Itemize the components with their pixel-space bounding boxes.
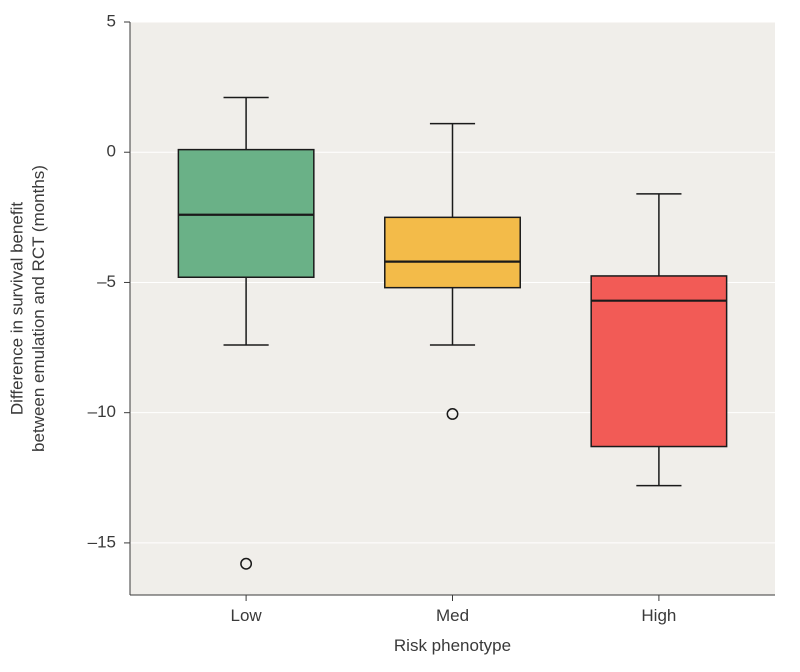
chart-svg: 5 0 –5 –10 –15 Low Med High Risk phenotype Differ…	[0, 0, 800, 672]
box-low	[178, 150, 313, 278]
box-med	[385, 217, 520, 287]
x-tick-label: Med	[436, 606, 469, 625]
x-tick-label: High	[641, 606, 676, 625]
y-tick-label: 0	[107, 142, 116, 161]
y-tick-label: –5	[97, 272, 116, 291]
y-axis-label: Difference in survival benefitbetween em…	[8, 165, 48, 452]
x-tick-label: Low	[231, 606, 263, 625]
y-tick-label: –10	[88, 402, 116, 421]
x-axis-label: Risk phenotype	[394, 636, 511, 655]
y-tick-label: 5	[107, 11, 116, 30]
boxplot-chart: 5 0 –5 –10 –15 Low Med High Risk phenotype Differ…	[0, 0, 800, 672]
y-tick-label: –15	[88, 532, 116, 551]
